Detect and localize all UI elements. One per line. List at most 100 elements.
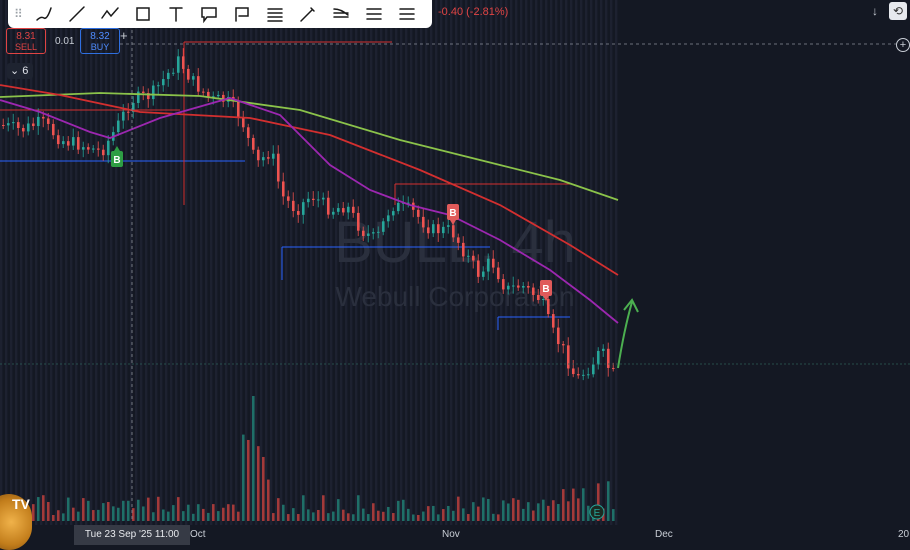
- candle-body: [82, 147, 85, 150]
- download-icon[interactable]: ↓: [872, 4, 878, 18]
- volume-bar: [537, 503, 540, 521]
- background-stripe: [560, 0, 563, 525]
- background-stripe: [235, 0, 238, 525]
- candle-body: [502, 279, 505, 290]
- volume-bar: [97, 509, 100, 521]
- indicators-toggle[interactable]: ⌄ 6: [7, 63, 33, 79]
- sell-signal-marker[interactable]: B: [447, 204, 459, 225]
- brush-icon[interactable]: [32, 3, 56, 25]
- candle-body: [107, 140, 110, 156]
- candle-body: [572, 368, 575, 375]
- volume-bar: [452, 510, 455, 521]
- volume-bar: [367, 514, 370, 521]
- ma-green-line: [0, 92, 619, 201]
- background-stripe: [160, 0, 163, 525]
- background-stripe: [105, 0, 108, 525]
- ray-icon[interactable]: [296, 3, 320, 25]
- path-icon[interactable]: [98, 3, 122, 25]
- candle-body: [337, 208, 340, 212]
- background-stripe: [575, 0, 578, 525]
- ma-red-line: [0, 84, 619, 276]
- background-stripe: [245, 0, 248, 525]
- fib-icon[interactable]: [263, 3, 287, 25]
- trend-line-icon[interactable]: [65, 3, 89, 25]
- callout-icon[interactable]: [197, 3, 221, 25]
- earnings-marker[interactable]: E: [589, 504, 605, 520]
- volume-bar: [517, 499, 520, 521]
- volume-bar: [242, 434, 245, 521]
- pitchfork-icon[interactable]: [329, 3, 353, 25]
- volume-bar: [352, 514, 355, 521]
- flag-note-icon[interactable]: [230, 3, 254, 25]
- background-stripe: [495, 0, 498, 525]
- candle-body: [382, 221, 385, 232]
- volume-bar: [437, 514, 440, 521]
- background-stripe: [385, 0, 388, 525]
- rectangle-icon[interactable]: [131, 3, 155, 25]
- volume-bar: [237, 511, 240, 521]
- background-stripe: [340, 0, 343, 525]
- x-label-next: 20: [898, 529, 910, 540]
- buy-signal-marker[interactable]: B: [111, 146, 123, 167]
- background-stripe: [220, 0, 223, 525]
- background-stripe: [145, 0, 148, 525]
- candle-body: [527, 285, 530, 288]
- volume-bar: [332, 511, 335, 521]
- candle-body: [597, 350, 600, 365]
- candle-body: [117, 120, 120, 133]
- background-stripe: [570, 0, 573, 525]
- volume-bar: [577, 498, 580, 521]
- candle-body: [362, 230, 365, 236]
- volume-bar: [307, 509, 310, 521]
- fullscreen-icon[interactable]: ⟲: [889, 2, 907, 20]
- buy-price: 8.32: [90, 31, 110, 42]
- background-stripe: [435, 0, 438, 525]
- candle-body: [122, 111, 125, 121]
- background-stripe: [615, 0, 618, 525]
- volume-bar: [532, 510, 535, 521]
- candle-body: [247, 127, 250, 138]
- background-stripe: [45, 0, 48, 525]
- volume-bar: [47, 502, 50, 521]
- candle-body: [37, 116, 40, 127]
- background-stripe: [415, 0, 418, 525]
- background-stripe: [30, 0, 33, 525]
- background-stripe: [530, 0, 533, 525]
- candle-body: [212, 96, 215, 98]
- sell-button[interactable]: 8.31 SELL: [6, 28, 46, 54]
- candle-body: [182, 56, 185, 69]
- candle-body: [342, 208, 345, 213]
- candle-body: [487, 258, 490, 272]
- long-position-icon[interactable]: [395, 3, 419, 25]
- candle-body: [267, 157, 270, 159]
- candle-body: [92, 148, 95, 150]
- volume-bar: [67, 497, 70, 521]
- background-stripe: [210, 0, 213, 525]
- candle-body: [242, 117, 245, 128]
- text-icon[interactable]: [164, 3, 188, 25]
- drag-handle-icon[interactable]: ⠿: [14, 7, 23, 21]
- volume-bar: [252, 396, 255, 521]
- volume-bar: [582, 488, 585, 521]
- candle-body: [427, 227, 430, 234]
- candle-body: [222, 94, 225, 102]
- background-stripe: [355, 0, 358, 525]
- background-stripe: [525, 0, 528, 525]
- signal-label: B: [542, 284, 549, 295]
- add-order-icon[interactable]: +: [120, 28, 128, 43]
- volume-bar: [187, 504, 190, 521]
- volume-bar: [107, 501, 110, 521]
- background-stripe: [0, 0, 3, 525]
- background-stripe: [565, 0, 568, 525]
- background-stripe: [280, 0, 283, 525]
- add-price-line-icon[interactable]: +: [896, 38, 910, 52]
- watermark-company: Webull Corporation: [335, 281, 574, 312]
- volume-bar: [197, 504, 200, 521]
- levels-icon[interactable]: [362, 3, 386, 25]
- background-stripe: [390, 0, 393, 525]
- sell-signal-marker[interactable]: B: [540, 280, 552, 301]
- buy-button[interactable]: 8.32 BUY: [80, 28, 120, 54]
- volume-bar: [297, 514, 300, 521]
